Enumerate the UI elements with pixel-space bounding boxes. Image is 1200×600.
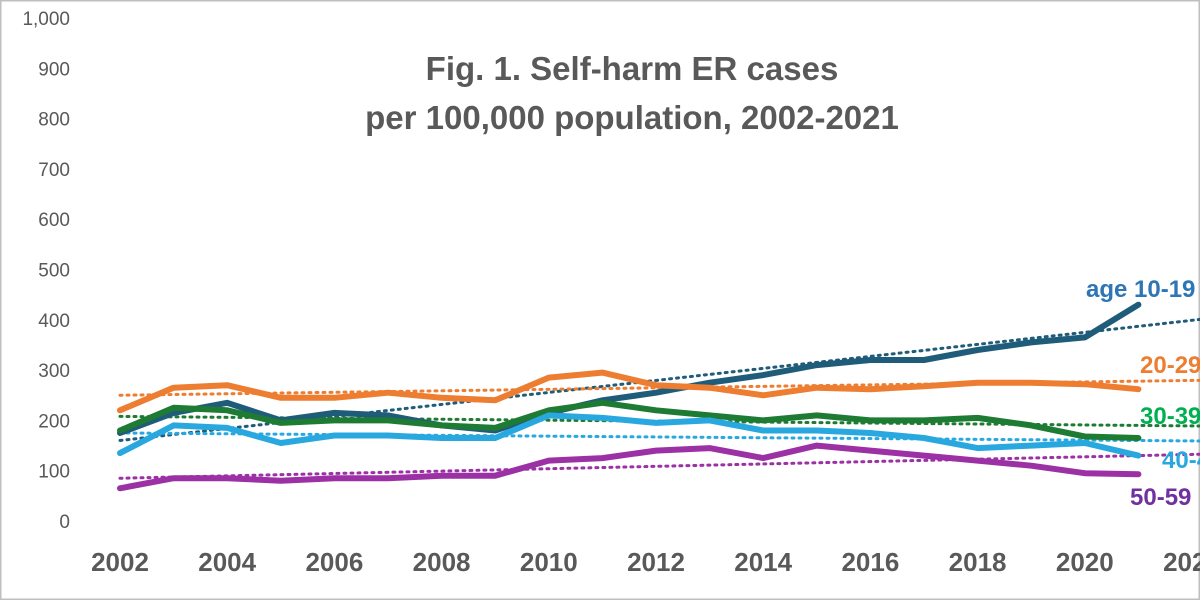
x-tick-label: 2018 — [949, 547, 1007, 577]
trend-line-20-29 — [118, 378, 1200, 397]
y-tick-label: 300 — [38, 361, 70, 382]
x-tick-label: 2008 — [413, 547, 471, 577]
x-tick-label: 2020 — [1056, 547, 1114, 577]
chart-title-line-1: Fig. 1. Self-harm ER cases — [426, 50, 839, 87]
y-tick-label: 700 — [38, 160, 70, 181]
x-tick-label: 2010 — [520, 547, 578, 577]
trend-line-40-49 — [118, 431, 1200, 443]
y-tick-label: 100 — [38, 462, 70, 483]
series-label-40-49: 40-49 — [1162, 447, 1200, 474]
y-tick-label: 600 — [38, 210, 70, 231]
y-tick-label: 1,000 — [22, 9, 70, 30]
x-tick-label: 2002 — [91, 547, 149, 577]
x-axis-tick-labels: 2002 2004 2006 2008 2010 2012 2014 2016 2018 2020… — [91, 547, 1200, 577]
y-tick-label: 800 — [38, 110, 70, 131]
x-tick-label: 2014 — [734, 547, 792, 577]
x-tick-label: 2004 — [198, 547, 256, 577]
series-line-30-39 — [117, 399, 1142, 441]
y-tick-label: 400 — [38, 311, 70, 332]
series-label-20-29: 20-29 — [1140, 352, 1200, 379]
y-tick-label: 900 — [38, 59, 70, 80]
series-labels: age 10-19 20-29 30-39 40-49 50-59 — [1086, 276, 1200, 511]
y-tick-label: 200 — [38, 411, 70, 432]
x-tick-label: 2012 — [627, 547, 685, 577]
series-line-20-29 — [117, 369, 1142, 414]
data-series — [117, 301, 1142, 492]
x-tick-label: 2016 — [841, 547, 899, 577]
chart-title-line-2: per 100,000 population, 2002-2021 — [365, 99, 899, 136]
series-line-40-49 — [117, 412, 1142, 459]
y-tick-label: 500 — [38, 261, 70, 282]
series-label-30-39: 30-39 — [1140, 403, 1200, 430]
x-tick-label: 2006 — [305, 547, 363, 577]
series-line-50-59 — [117, 442, 1142, 492]
series-line-age-10-19 — [117, 301, 1142, 436]
series-label-age-10-19: age 10-19 — [1086, 276, 1195, 303]
y-axis-tick-labels: 0 100 200 300 400 500 600 700 800 900 1,000 — [22, 9, 70, 533]
trend-line-50-59 — [118, 452, 1200, 480]
y-tick-label: 0 — [59, 512, 70, 533]
series-label-50-59: 50-59 — [1130, 484, 1191, 511]
x-tick-label: 2022 — [1163, 547, 1200, 577]
